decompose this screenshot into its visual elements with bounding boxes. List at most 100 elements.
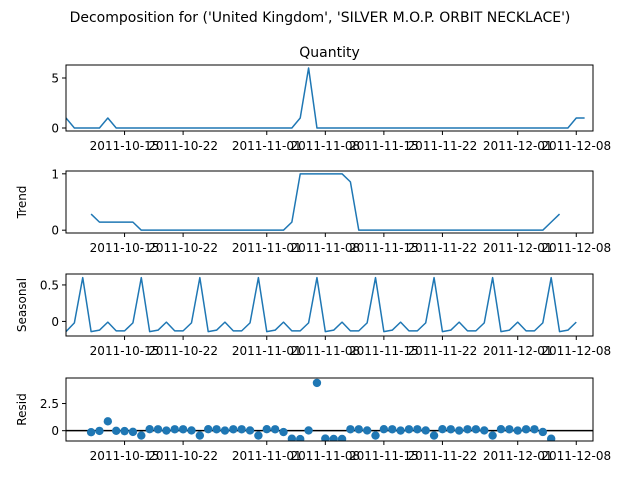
quantity-series-line xyxy=(66,67,585,129)
quantity-xtick-label: 2011-12-01 xyxy=(483,139,553,153)
resid-point xyxy=(120,426,129,436)
resid-point xyxy=(128,427,138,437)
quantity-xtick-label: 2011-11-22 xyxy=(408,139,478,153)
resid-point xyxy=(371,431,380,440)
trend-xtick-label: 2011-12-08 xyxy=(541,241,611,255)
trend-xtick-label: 2011-11-15 xyxy=(349,241,419,255)
quantity-xtick-label: 2011-11-08 xyxy=(290,139,360,153)
resid-xtick-label: 2011-11-15 xyxy=(349,449,419,463)
resid-point xyxy=(429,431,439,440)
quantity-title: Quantity xyxy=(299,45,360,61)
resid-xtick-label: 2011-11-08 xyxy=(290,449,360,463)
quantity-xtick-label: 2011-11-15 xyxy=(349,139,419,153)
resid-point xyxy=(480,426,489,435)
trend-series-line xyxy=(90,173,561,231)
trend-xtick-label: 2011-11-08 xyxy=(290,241,360,255)
resid-point xyxy=(546,434,556,441)
quantity-xtick-label: 2011-12-08 xyxy=(541,139,611,153)
trend-ylabel: Trend xyxy=(15,186,29,220)
resid-point xyxy=(287,434,297,441)
quantity-xtick-label: 2011-10-22 xyxy=(148,139,218,153)
trend-xtick-label: 2011-12-01 xyxy=(483,241,553,255)
trend-xtick-label: 2011-11-22 xyxy=(408,241,478,255)
resid-xtick-label: 2011-10-22 xyxy=(148,449,218,463)
resid-point xyxy=(170,425,179,434)
resid-point xyxy=(304,426,313,435)
seasonal-xtick-label: 2011-11-22 xyxy=(408,344,478,358)
seasonal-xtick-label: 2011-10-15 xyxy=(90,344,160,358)
resid-point xyxy=(153,425,163,434)
resid-point xyxy=(95,426,104,436)
resid-point xyxy=(354,425,363,434)
seasonal-xtick-label: 2011-11-01 xyxy=(232,344,302,358)
resid-point xyxy=(463,425,472,434)
resid-point xyxy=(438,424,447,434)
quantity-axes-frame xyxy=(65,64,594,132)
seasonal-axes-frame xyxy=(65,273,594,337)
resid-xtick-label: 2011-10-15 xyxy=(90,449,160,463)
resid-xtick-label: 2011-11-22 xyxy=(408,449,478,463)
resid-axes-frame xyxy=(65,377,594,442)
figure-suptitle: Decomposition for ('United Kingdom', 'SI… xyxy=(70,10,571,26)
resid-point xyxy=(337,434,347,441)
resid-point xyxy=(505,425,514,434)
resid-point xyxy=(379,424,389,434)
resid-point xyxy=(254,431,263,440)
resid-point xyxy=(270,425,280,434)
quantity-xtick-label: 2011-10-15 xyxy=(90,139,160,153)
quantity-xtick-label: 2011-11-01 xyxy=(232,139,302,153)
resid-point xyxy=(421,426,430,435)
resid-point xyxy=(187,426,196,435)
resid-xtick-label: 2011-11-01 xyxy=(232,449,302,463)
resid-point xyxy=(538,427,548,437)
quantity-ytick-label: 5 xyxy=(51,72,59,86)
resid-point xyxy=(220,426,230,435)
seasonal-xtick-label: 2011-12-01 xyxy=(483,344,553,358)
resid-point xyxy=(413,425,422,434)
seasonal-ytick-label: 0.5 xyxy=(40,278,59,292)
resid-point xyxy=(312,378,322,388)
resid-point xyxy=(111,426,121,435)
resid-xtick-label: 2011-12-08 xyxy=(541,449,611,463)
resid-point xyxy=(237,425,246,434)
resid-point xyxy=(178,425,188,434)
resid-point xyxy=(145,424,154,434)
resid-point xyxy=(204,424,213,434)
seasonal-xtick-label: 2011-10-22 xyxy=(148,344,218,358)
resid-ylabel: Resid xyxy=(15,393,29,425)
seasonal-xtick-label: 2011-12-08 xyxy=(541,344,611,358)
seasonal-xtick-label: 2011-11-08 xyxy=(290,344,360,358)
resid-point xyxy=(362,426,372,435)
resid-point xyxy=(530,425,539,434)
trend-ytick-label: 0 xyxy=(51,224,59,238)
resid-point xyxy=(162,426,171,435)
trend-axes-frame xyxy=(65,170,594,234)
seasonal-ylabel: Seasonal xyxy=(15,278,29,332)
resid-point xyxy=(195,431,205,440)
resid-point xyxy=(262,424,271,434)
resid-point xyxy=(471,425,481,434)
resid-point xyxy=(229,425,238,434)
resid-point xyxy=(321,434,330,441)
trend-xtick-label: 2011-10-22 xyxy=(148,241,218,255)
resid-point xyxy=(404,425,414,434)
resid-point xyxy=(212,425,221,434)
resid-ytick-label: 0 xyxy=(51,424,59,438)
resid-point xyxy=(296,434,305,441)
seasonal-series-line xyxy=(66,276,577,333)
resid-ytick-label: 2.5 xyxy=(40,397,59,411)
seasonal-xtick-label: 2011-11-15 xyxy=(349,344,419,358)
resid-point xyxy=(488,431,497,440)
trend-xtick-label: 2011-10-15 xyxy=(90,241,160,255)
resid-point xyxy=(388,425,397,434)
resid-point xyxy=(279,427,288,437)
resid-point xyxy=(396,426,405,435)
trend-ytick-label: 1 xyxy=(51,167,59,181)
trend-xtick-label: 2011-11-01 xyxy=(232,241,302,255)
resid-point xyxy=(521,425,531,434)
